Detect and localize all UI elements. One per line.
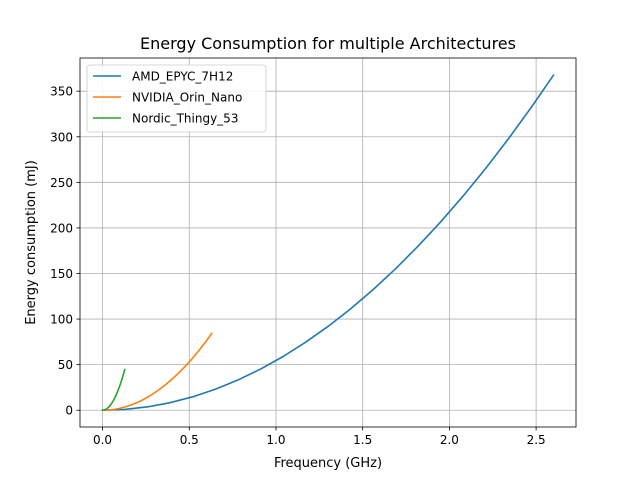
series-line-NVIDIA_Orin_Nano	[101, 332, 213, 412]
y-tick-label: 150	[50, 267, 73, 281]
x-tick-label: 0.0	[93, 433, 112, 447]
x-tick-label: 1.0	[266, 433, 285, 447]
series-lines	[101, 74, 555, 412]
legend-label: Nordic_Thingy_53	[132, 112, 238, 126]
y-tick-label: 300	[50, 130, 73, 144]
plot-area-frame	[79, 57, 577, 428]
y-tick-label: 250	[50, 176, 73, 190]
legend-label: AMD_EPYC_7H12	[132, 70, 233, 84]
x-axis-label: Frequency (GHz)	[274, 456, 382, 471]
legend-box	[86, 64, 267, 133]
y-tick-label: 200	[50, 221, 73, 235]
series-line-AMD_EPYC_7H12	[101, 74, 555, 412]
y-tick-label: 50	[58, 358, 73, 372]
x-tick-label: 2.0	[440, 433, 459, 447]
y-tick-label: 0	[65, 404, 73, 418]
y-tick-label: 350	[50, 85, 73, 99]
legend: AMD_EPYC_7H12 NVIDIA_Orin_Nano Nordic_Thin…	[86, 64, 267, 133]
series-line-Nordic_Thingy_53	[101, 368, 126, 412]
y-axis-label: Energy consumption (mJ)	[24, 160, 39, 325]
x-axis-ticks: 0.0 0.5 1.0 1.5 2.0 2.5	[93, 427, 546, 447]
grid-lines	[80, 58, 576, 427]
y-tick-label: 100	[50, 313, 73, 327]
chart-title: Energy Consumption for multiple Architec…	[140, 34, 516, 53]
x-tick-label: 1.5	[353, 433, 372, 447]
y-axis-ticks: 0 50 100 150 200 250 300 350	[50, 85, 80, 418]
x-tick-label: 2.5	[527, 433, 546, 447]
legend-label: NVIDIA_Orin_Nano	[132, 91, 242, 105]
x-tick-label: 0.5	[180, 433, 199, 447]
